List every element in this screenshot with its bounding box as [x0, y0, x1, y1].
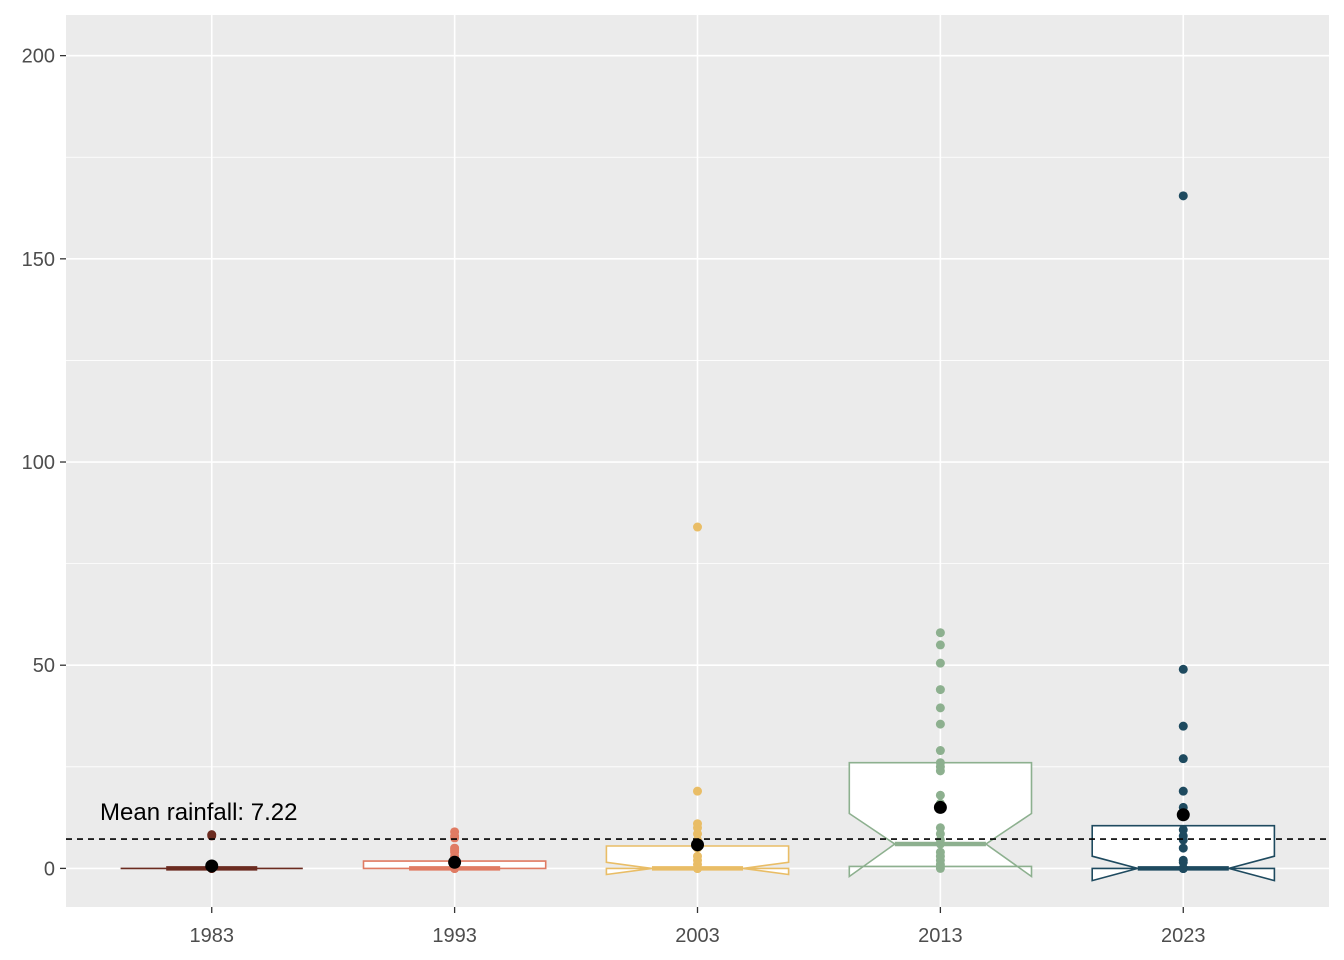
y-axis: 0 50 100 150 200	[22, 46, 66, 880]
y-tick-label: 150	[22, 249, 55, 271]
mean-2013	[933, 800, 947, 814]
point-2013	[935, 758, 945, 768]
mean-1993	[448, 855, 462, 869]
point-2003	[693, 522, 702, 532]
point-1983	[207, 830, 217, 840]
point-2023	[1178, 843, 1188, 853]
point-1993	[450, 843, 460, 853]
mean-layer	[205, 800, 1190, 873]
point-2023	[1178, 786, 1188, 796]
x-tick-label: 1983	[189, 925, 234, 947]
x-tick-label: 2003	[675, 925, 720, 947]
grid-major	[66, 15, 1329, 907]
point-2013	[935, 790, 945, 800]
point-2013	[935, 703, 945, 713]
x-tick-label: 1993	[432, 925, 477, 947]
point-2023	[1178, 754, 1188, 764]
point-2003	[693, 819, 702, 829]
point-1993	[450, 827, 460, 837]
point-2013	[935, 719, 945, 729]
point-2023	[1178, 664, 1188, 674]
point-2013	[935, 628, 945, 638]
point-2023	[1178, 825, 1188, 835]
x-tick-label: 2023	[1161, 925, 1206, 947]
mean-2003	[691, 838, 704, 852]
y-tick-label: 50	[33, 655, 55, 677]
mean-2023	[1176, 808, 1190, 822]
point-2013	[935, 847, 945, 857]
x-tick-label: 2013	[918, 925, 963, 947]
point-2013	[935, 658, 945, 668]
box-2013	[848, 761, 1033, 879]
point-2023	[1178, 191, 1188, 201]
y-tick-label: 200	[22, 46, 55, 68]
mean-rainfall-annotation: Mean rainfall: 7.22	[100, 799, 297, 826]
point-2013	[935, 823, 945, 833]
point-2023	[1178, 721, 1188, 731]
point-2013	[935, 685, 945, 695]
point-2023	[1178, 855, 1188, 865]
point-2013	[935, 640, 945, 650]
box-layer	[120, 761, 1276, 882]
point-2003	[693, 851, 702, 861]
point-2013	[935, 746, 945, 756]
point-2003	[693, 786, 702, 796]
x-axis: 1983 1993 2003 2013 2023	[189, 907, 1206, 947]
y-tick-label: 0	[44, 858, 55, 880]
mean-1983	[205, 859, 219, 873]
y-tick-label: 100	[22, 452, 55, 474]
